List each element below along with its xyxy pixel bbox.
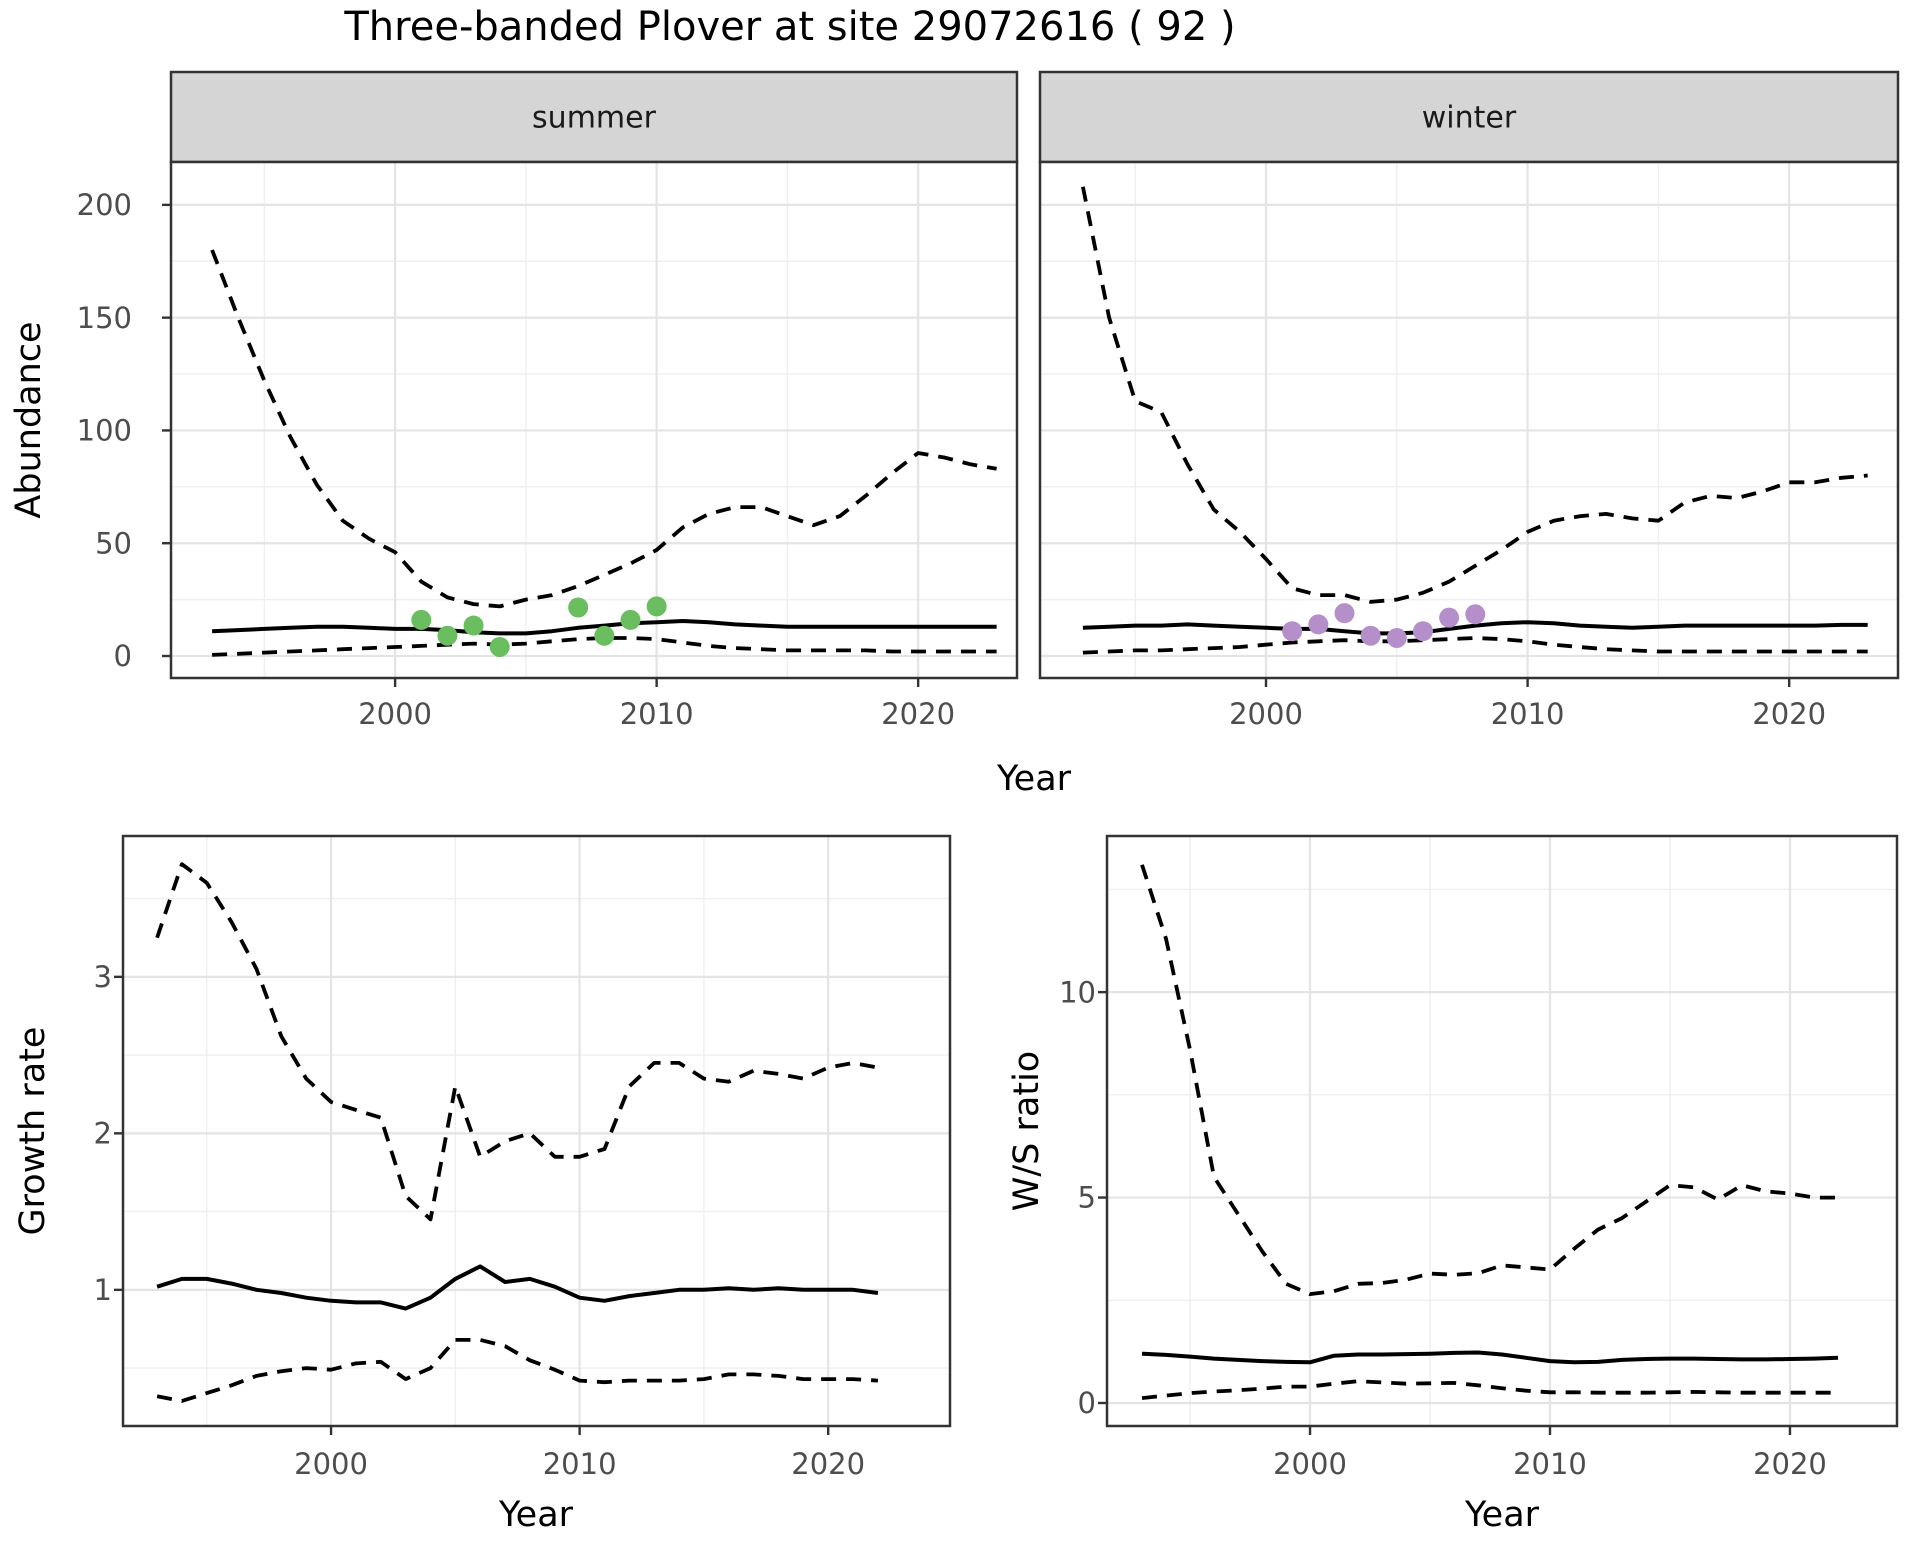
x-tick-label: 2010 xyxy=(620,697,694,731)
ci-upper-line xyxy=(155,862,879,1222)
ci-upper-line xyxy=(1081,186,1868,604)
observation-point xyxy=(568,597,589,618)
ci-lower-line xyxy=(156,1338,879,1403)
ci-lower-line xyxy=(212,636,997,657)
y-tick-label: 100 xyxy=(77,414,132,448)
y-tick-label: 3 xyxy=(94,960,112,994)
y-tick-label: 2 xyxy=(94,1116,112,1150)
facet-strip-label: summer xyxy=(532,101,657,136)
x-tick-label: 2010 xyxy=(543,1447,617,1481)
observation-point xyxy=(620,609,641,630)
observation-point xyxy=(1282,621,1303,642)
axis-title-ws-ratio: W/S ratio xyxy=(1007,1051,1047,1211)
x-tick-label: 2020 xyxy=(1752,697,1826,731)
observation-point xyxy=(1334,603,1355,624)
axis-title-growth-rate: Growth rate xyxy=(13,1027,53,1236)
observation-point xyxy=(646,596,667,617)
median-line xyxy=(1141,1350,1839,1365)
x-tick-label: 2000 xyxy=(1273,1447,1347,1481)
y-tick-label: 150 xyxy=(77,301,132,335)
panel-border xyxy=(1105,834,1899,1428)
panel-border xyxy=(121,834,952,1428)
observation-point xyxy=(489,636,510,657)
ci-upper-line xyxy=(210,249,997,609)
axis-title-year-ws: Year xyxy=(1464,1495,1540,1535)
axis-title-year-top: Year xyxy=(996,759,1072,799)
median-line xyxy=(1082,620,1868,636)
ci-lower-line xyxy=(1082,636,1868,655)
axis-title-year-growth: Year xyxy=(498,1495,574,1535)
ci-lower-line xyxy=(1141,1379,1838,1400)
y-tick-label: 200 xyxy=(77,188,132,222)
panel-background xyxy=(123,836,950,1426)
observation-point xyxy=(463,615,484,636)
facet-strip xyxy=(1038,70,1900,164)
x-tick-label: 2010 xyxy=(1513,1447,1587,1481)
panel-background xyxy=(1107,836,1897,1426)
x-tick-label: 2010 xyxy=(1491,697,1565,731)
observation-point xyxy=(1412,621,1433,642)
y-tick-label: 0 xyxy=(114,639,132,673)
x-tick-label: 2020 xyxy=(1753,1447,1827,1481)
observation-point xyxy=(1308,614,1329,635)
panel-border xyxy=(1038,160,1900,680)
axis-title-abundance: Abundance xyxy=(9,321,49,518)
observation-point xyxy=(1360,625,1381,646)
x-tick-label: 2020 xyxy=(791,1447,865,1481)
median-line xyxy=(156,1264,879,1311)
x-tick-label: 2020 xyxy=(881,697,955,731)
y-tick-label: 10 xyxy=(1059,975,1096,1009)
y-tick-label: 0 xyxy=(1078,1386,1096,1420)
median-line xyxy=(212,619,997,636)
observation-point xyxy=(1465,604,1486,625)
observation-point xyxy=(1439,607,1460,628)
panel-background xyxy=(171,162,1017,678)
observation-point xyxy=(437,625,458,646)
x-tick-label: 2000 xyxy=(1229,697,1303,731)
panel-border xyxy=(169,160,1019,680)
ci-upper-line xyxy=(1140,864,1838,1296)
x-tick-label: 2000 xyxy=(358,697,432,731)
observation-point xyxy=(411,609,432,630)
y-tick-label: 5 xyxy=(1078,1181,1096,1215)
observation-point xyxy=(1386,627,1407,648)
y-tick-label: 1 xyxy=(94,1273,112,1307)
facet-strip xyxy=(169,70,1019,164)
y-tick-label: 50 xyxy=(95,526,132,560)
x-tick-label: 2000 xyxy=(294,1447,368,1481)
facet-strip-label: winter xyxy=(1422,101,1517,136)
observation-point xyxy=(594,625,615,646)
plot-title: Three-banded Plover at site 29072616 ( 9… xyxy=(344,4,1236,50)
panel-background xyxy=(1040,162,1898,678)
